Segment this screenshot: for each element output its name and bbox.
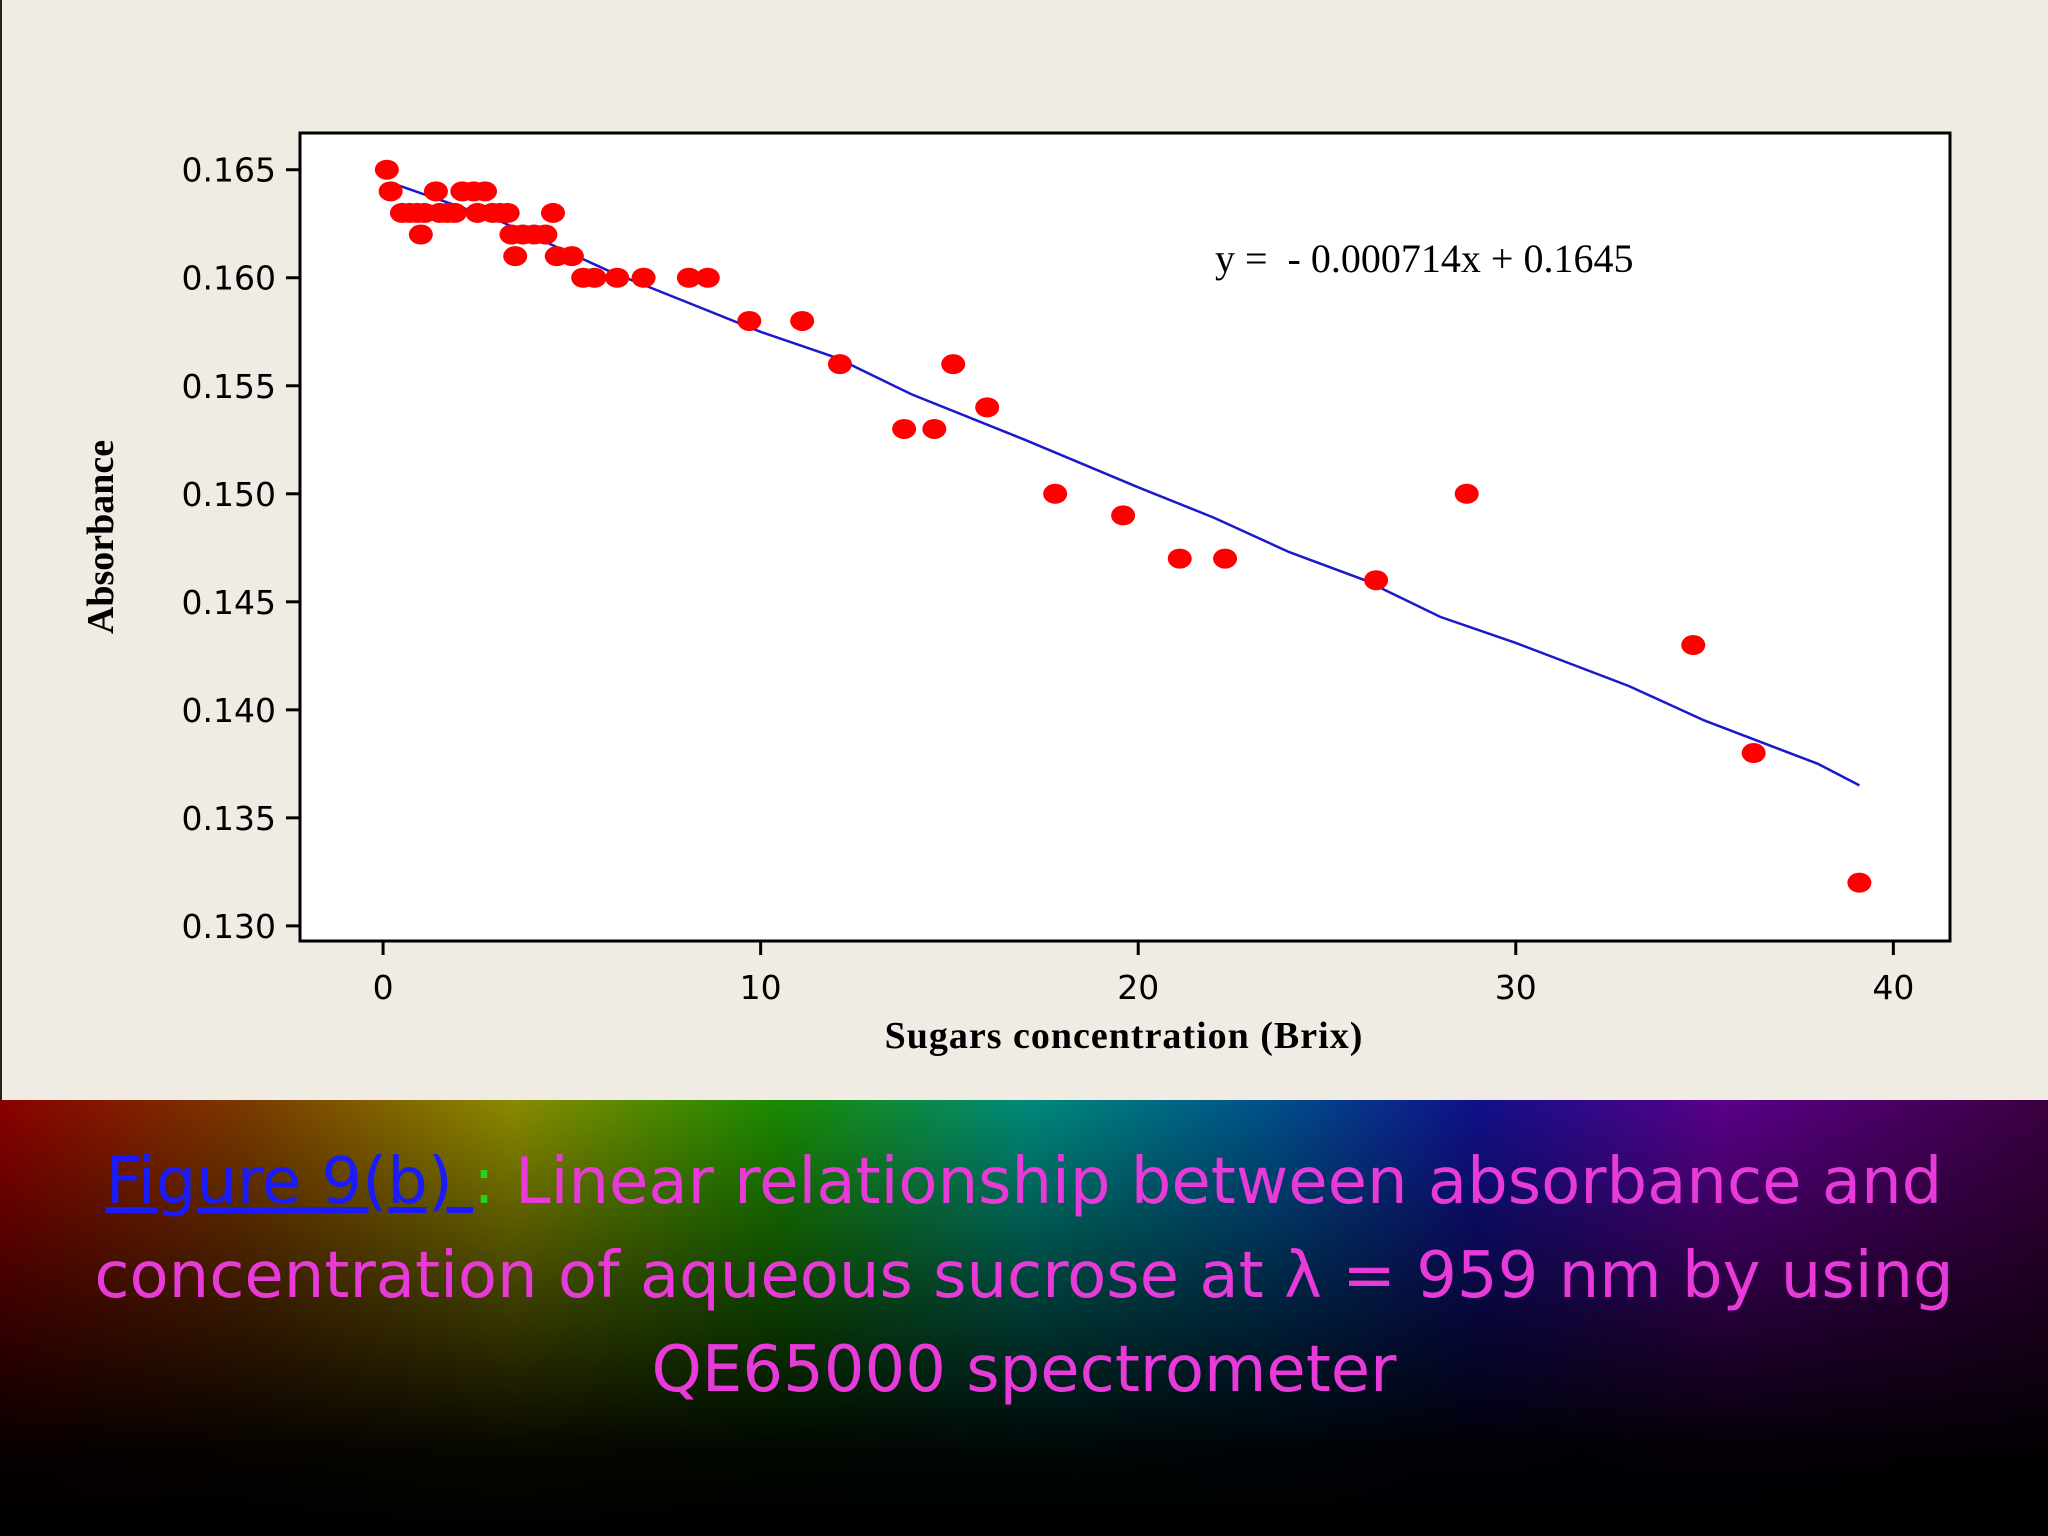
y-tick-label: 0.155: [182, 367, 276, 406]
data-point: [442, 202, 467, 223]
caption-line-2: concentration of aqueous sucrose at λ = …: [94, 1239, 1954, 1313]
data-point: [582, 267, 607, 288]
data-point: [975, 397, 1000, 418]
data-point: [695, 267, 720, 288]
caption-line-1: Linear relationship between absorbance a…: [494, 1145, 1943, 1219]
figure-caption: Figure 9(b) : Linear relationship betwee…: [60, 1135, 1988, 1417]
data-point: [1681, 635, 1706, 656]
data-points: [374, 159, 1872, 893]
data-point: [408, 224, 433, 245]
data-point: [1111, 505, 1136, 526]
data-point: [423, 181, 448, 202]
caption-line-3: QE65000 spectrometer: [651, 1333, 1397, 1407]
x-axis-title: Sugars concentration (Brix): [885, 1015, 1364, 1057]
data-point: [1213, 548, 1238, 569]
data-point: [1847, 872, 1872, 893]
data-point: [676, 267, 701, 288]
scatter-chart: 0 10 20 30 40 0.130 0.135 0.140 0.145 0.150 0.155 0…: [80, 131, 1952, 1057]
data-point: [737, 310, 762, 331]
data-point: [605, 267, 630, 288]
y-tick-label: 0.140: [182, 691, 276, 730]
x-tick-label: 0: [373, 968, 394, 1007]
y-tick-label: 0.165: [182, 151, 276, 190]
data-point: [827, 354, 852, 375]
y-tick-label: 0.145: [182, 583, 276, 622]
y-tick-label: 0.130: [182, 907, 276, 946]
x-tick-label: 10: [740, 968, 782, 1007]
data-point: [503, 246, 528, 267]
data-point: [559, 246, 584, 267]
y-tick-label: 0.150: [182, 475, 276, 514]
y-tick-label: 0.135: [182, 799, 276, 838]
data-point: [1364, 570, 1389, 591]
y-axis-title: Absorbance: [80, 440, 122, 634]
data-point: [1454, 483, 1479, 504]
data-point: [1167, 548, 1192, 569]
data-point: [1741, 743, 1766, 764]
data-point: [892, 418, 917, 439]
data-point: [473, 181, 498, 202]
data-point: [1043, 483, 1068, 504]
caption-background: [0, 1100, 2048, 1536]
data-point: [374, 159, 399, 180]
data-point: [631, 267, 656, 288]
x-tick-label: 40: [1872, 968, 1914, 1007]
fit-line-group: [390, 181, 1860, 787]
regression-equation: y = - 0.000714x + 0.1645: [1215, 236, 1633, 281]
caption-separator: :: [473, 1145, 495, 1219]
figure-reference-link[interactable]: Figure 9(b): [105, 1145, 474, 1219]
data-point: [378, 181, 403, 202]
x-tick-label: 30: [1495, 968, 1537, 1007]
x-tick-label: 20: [1117, 968, 1159, 1007]
regression-line: [390, 181, 1860, 787]
data-point: [790, 310, 815, 331]
data-point: [941, 354, 966, 375]
data-point: [922, 418, 947, 439]
plot-area: [298, 131, 1952, 943]
data-point: [540, 202, 565, 223]
y-tick-label: 0.160: [182, 259, 276, 298]
data-point: [533, 224, 558, 245]
data-point: [495, 202, 520, 223]
axes: 0 10 20 30 40 0.130 0.135 0.140 0.145 0.150 0.155 0…: [182, 151, 1915, 1007]
